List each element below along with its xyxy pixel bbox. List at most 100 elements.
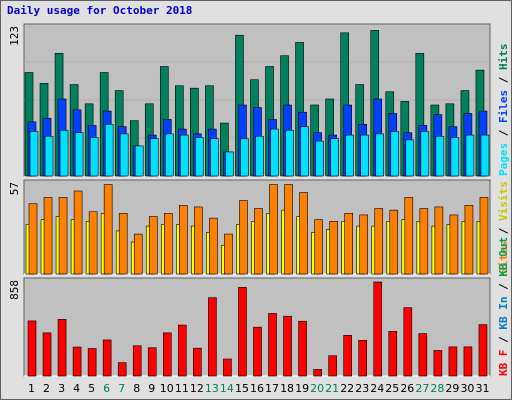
pages-bar	[29, 131, 39, 177]
kb-f-bar	[298, 320, 307, 377]
x-tick-label: 10	[160, 382, 174, 395]
x-tick-label: 26	[400, 382, 414, 395]
legend-label-3: KB F / KB In / KB Out	[497, 237, 510, 376]
kb-f-bar	[147, 347, 157, 377]
kb-f-bar	[193, 347, 202, 377]
x-tick-label: 15	[235, 382, 249, 395]
sites-bar	[224, 233, 233, 275]
sites-bar	[73, 190, 83, 275]
x-tick-label: 14	[220, 382, 234, 395]
kb-f-bar	[253, 326, 262, 377]
x-tick-label: 9	[148, 382, 155, 395]
x-tick-label: 20	[310, 382, 324, 395]
pages-bar	[375, 133, 385, 177]
pages-bar	[330, 138, 339, 177]
sites-bar	[118, 213, 128, 275]
sites-bar	[103, 184, 113, 275]
sites-bar	[434, 206, 444, 275]
sites-bar	[464, 205, 474, 275]
sites-bar	[314, 219, 323, 275]
sites-bar	[284, 184, 293, 275]
legend-part: /	[497, 330, 510, 350]
kb-f-bar	[343, 335, 352, 377]
x-tick-label: 18	[280, 382, 294, 395]
kb-f-bar	[72, 346, 82, 377]
kb-f-bar	[132, 345, 142, 377]
sites-bar	[344, 213, 353, 275]
x-tick-label: 30	[460, 382, 474, 395]
pages-bar	[225, 151, 234, 177]
legend-part: /	[497, 221, 510, 241]
pages-bar	[315, 140, 324, 177]
legend-part: KB F	[497, 350, 510, 377]
kb-f-bar	[42, 332, 52, 377]
pages-bar	[210, 138, 219, 177]
pages-bar	[44, 135, 54, 177]
kb-f-bar	[283, 315, 292, 377]
pages-bar	[465, 134, 475, 177]
legend-label-2: Sites / Visits	[497, 181, 510, 274]
x-tick-label: 29	[445, 382, 459, 395]
kb-f-bar	[373, 281, 383, 377]
kb-f-bar	[117, 362, 127, 377]
pages-bar	[270, 128, 279, 177]
x-tick-label: 23	[355, 382, 369, 395]
y-max-label-1: 123	[8, 26, 21, 46]
sites-bar	[359, 214, 369, 275]
legend-part: Visits	[497, 181, 510, 221]
sites-bar	[239, 200, 248, 275]
sites-bar	[299, 192, 308, 275]
pages-bar	[89, 137, 99, 177]
x-tick-label: 3	[58, 382, 65, 395]
sites-bar	[163, 213, 173, 275]
legend-part: Pages	[497, 143, 510, 176]
x-tick-label: 25	[385, 382, 399, 395]
legend-part: KB In	[497, 297, 510, 330]
pages-bar	[345, 134, 354, 177]
pages-bar	[300, 126, 309, 177]
kb-f-bar	[57, 319, 67, 377]
sites-bar	[28, 203, 38, 275]
pages-bar	[480, 134, 490, 177]
kb-f-bar	[178, 324, 187, 377]
kb-f-bar	[358, 339, 368, 377]
legend-part: /	[497, 123, 510, 143]
pages-bar	[390, 131, 400, 177]
pages-bar	[255, 135, 264, 177]
x-tick-label: 4	[73, 382, 80, 395]
kb-f-bar	[388, 331, 398, 377]
kb-f-bar	[238, 287, 247, 377]
x-tick-label: 6	[103, 382, 110, 395]
x-tick-label: 22	[340, 382, 354, 395]
kb-f-bar	[208, 297, 217, 377]
x-tick-label: 13	[205, 382, 219, 395]
kb-f-bar	[87, 348, 97, 377]
x-tick-label: 16	[250, 382, 264, 395]
pages-bar	[405, 139, 415, 177]
x-tick-label: 11	[175, 382, 189, 395]
pages-bar	[450, 137, 460, 177]
y-max-label-2: 57	[8, 182, 21, 195]
x-tick-label: 19	[295, 382, 309, 395]
legend-part: /	[497, 70, 510, 90]
sites-bar	[269, 184, 278, 275]
pages-bar	[180, 134, 189, 177]
x-tick-label: 12	[190, 382, 204, 395]
x-tick-label: 8	[133, 382, 140, 395]
pages-bar	[420, 131, 430, 177]
legend-part: Sites	[497, 241, 510, 274]
x-tick-label: 21	[325, 382, 339, 395]
kb-f-bar	[463, 346, 473, 377]
sites-bar	[148, 216, 158, 275]
pages-bar	[285, 129, 294, 177]
kb-f-bar	[27, 320, 37, 377]
sites-bar	[404, 197, 414, 275]
chart-title: Daily usage for October 2018	[7, 4, 193, 17]
kb-f-bar	[268, 313, 277, 377]
x-tick-label: 2	[43, 382, 50, 395]
kb-f-bar	[418, 333, 428, 377]
pages-bar	[435, 135, 445, 177]
legend-part: Hits	[497, 44, 510, 71]
sites-bar	[58, 197, 68, 275]
